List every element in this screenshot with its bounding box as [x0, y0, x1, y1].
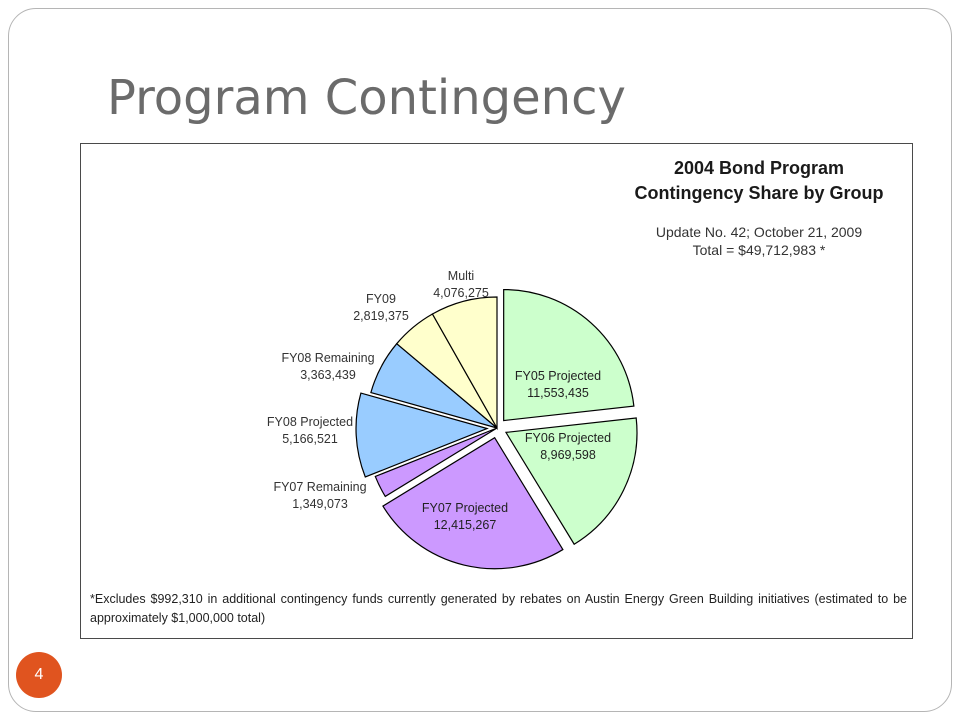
slice-label-fy08-projected: FY08 Projected 5,166,521: [267, 415, 353, 446]
chart-subtitle: Update No. 42; October 21, 2009 Total = …: [600, 223, 918, 259]
chart-footnote: *Excludes $992,310 in additional conting…: [90, 592, 907, 625]
pie-slice-fy08-projected: [355, 392, 489, 478]
slice-label-multi: Multi 4,076,275: [433, 269, 489, 300]
slice-label-fy06-projected: FY06 Projected 8,969,598: [525, 431, 611, 462]
chart-subtitle-total: Total = $49,712,983 *: [692, 242, 826, 258]
page-number-badge: 4: [16, 652, 62, 698]
slice-label-fy08-remaining: FY08 Remaining 3,363,439: [281, 351, 374, 382]
chart-subtitle-update: Update No. 42; October 21, 2009: [655, 224, 863, 240]
chart-title-line-1: 2004 Bond Program: [673, 158, 845, 178]
pie-slice-fy05-projected: [503, 288, 635, 422]
slice-label-fy05-projected: FY05 Projected 11,553,435: [515, 369, 601, 400]
pie-slice-multi: [431, 296, 498, 431]
slide-title: Program Contingency: [107, 70, 626, 126]
pie-slice-fy07-projected: [382, 436, 564, 570]
slice-label-fy09: FY09 2,819,375: [353, 292, 409, 323]
slice-label-fy07-projected: FY07 Projected 12,415,267: [422, 501, 508, 532]
pie-slice-fy06-projected: [504, 417, 638, 546]
chart-title: 2004 Bond Program Contingency Share by G…: [600, 156, 918, 206]
slice-label-fy07-remaining: FY07 Remaining 1,349,073: [273, 480, 366, 511]
pie-slice-fy07-remaining: [374, 427, 498, 498]
chart-title-line-2: Contingency Share by Group: [634, 183, 884, 203]
